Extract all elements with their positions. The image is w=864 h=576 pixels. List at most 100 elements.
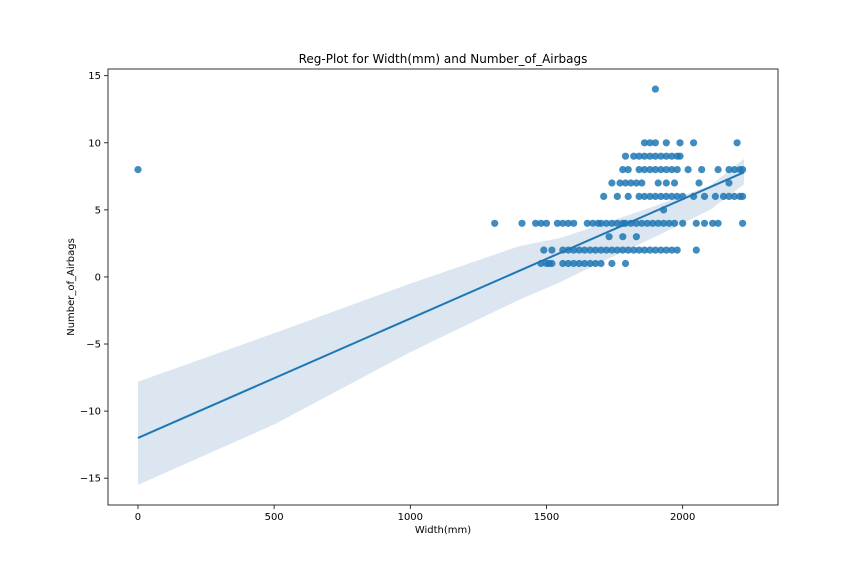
scatter-point — [676, 139, 684, 147]
scatter-point — [586, 259, 594, 268]
scatter-point — [621, 152, 630, 160]
regression-line — [137, 171, 745, 439]
scatter-point — [613, 246, 621, 254]
chart-title: Reg-Plot for Width(mm) and Number_of_Air… — [299, 52, 588, 66]
scatter-point — [651, 166, 660, 174]
scatter-point — [739, 219, 747, 227]
scatter-point — [640, 166, 649, 174]
scatter-point — [714, 219, 722, 227]
scatter-point — [621, 179, 630, 187]
scatter-point — [597, 259, 605, 268]
scatter-point — [646, 246, 654, 254]
scatter-point — [570, 219, 578, 227]
scatter-point — [684, 166, 692, 174]
scatter-point — [730, 166, 739, 174]
scatter-point — [537, 219, 545, 227]
x-axis-ticks: 0 500 1000 1500 2000 — [135, 505, 695, 523]
scatter-point — [646, 139, 654, 147]
scatter-point — [668, 152, 676, 160]
scatter-point — [575, 259, 583, 268]
scatter-point — [548, 246, 556, 254]
scatter-point — [692, 246, 700, 254]
x-tick-label: 0 — [135, 512, 141, 523]
scatter-point — [553, 219, 562, 227]
scatter-points — [134, 85, 747, 268]
scatter-point — [134, 166, 142, 174]
scatter-point — [564, 259, 572, 268]
scatter-point — [608, 179, 616, 187]
scatter-point — [619, 166, 627, 174]
scatter-point — [695, 179, 703, 187]
scatter-point — [591, 246, 600, 254]
scatter-point — [630, 246, 638, 254]
scatter-point — [619, 233, 627, 241]
scatter-point — [651, 85, 660, 93]
scatter-point — [711, 192, 720, 200]
y-tick-label: −5 — [86, 340, 101, 351]
scatter-point — [676, 152, 684, 160]
y-tick-label: 15 — [88, 71, 101, 82]
scatter-point — [608, 219, 616, 227]
scatter-point — [491, 219, 499, 227]
scatter-point — [670, 179, 679, 187]
scatter-point — [692, 219, 700, 227]
scatter-point — [668, 246, 676, 254]
scatter-point — [608, 259, 616, 268]
scatter-point — [657, 246, 665, 254]
scatter-point — [725, 166, 733, 174]
x-tick-label: 1000 — [398, 512, 423, 523]
y-tick-label: −10 — [80, 407, 101, 418]
scatter-point — [733, 139, 741, 147]
scatter-point — [700, 219, 709, 227]
scatter-point — [616, 179, 624, 187]
y-tick-label: 10 — [88, 138, 101, 149]
x-tick-label: 1500 — [534, 512, 559, 523]
scatter-point — [635, 192, 643, 200]
scatter-point — [559, 219, 567, 227]
scatter-point — [581, 259, 589, 268]
x-tick-label: 2000 — [670, 512, 695, 523]
scatter-point — [640, 192, 649, 200]
scatter-point — [624, 192, 632, 200]
confidence-band-area — [138, 158, 744, 485]
y-tick-label: 0 — [95, 272, 101, 283]
scatter-point — [597, 219, 605, 227]
scatter-point — [654, 219, 662, 227]
scatter-point — [646, 166, 654, 174]
scatter-point — [662, 139, 670, 147]
scatter-point — [540, 246, 548, 254]
scatter-point — [673, 192, 681, 200]
scatter-point — [600, 192, 608, 200]
scatter-point — [638, 179, 646, 187]
scatter-point — [518, 219, 526, 227]
scatter-point — [719, 192, 728, 200]
scatter-point — [602, 246, 611, 254]
scatter-point — [559, 259, 567, 268]
scatter-point — [668, 192, 676, 200]
scatter-point — [575, 246, 583, 254]
scatter-point — [651, 139, 660, 147]
x-tick-label: 500 — [265, 512, 284, 523]
scatter-point — [657, 166, 665, 174]
scatter-point — [627, 179, 635, 187]
y-axis-label: Number_of_Airbags — [66, 238, 77, 336]
scatter-point — [602, 219, 611, 227]
scatter-point — [730, 192, 739, 200]
scatter-point — [597, 246, 605, 254]
scatter-point — [657, 152, 665, 160]
scatter-point — [668, 166, 676, 174]
scatter-point — [651, 152, 660, 160]
scatter-point — [662, 152, 670, 160]
scatter-point — [646, 152, 654, 160]
scatter-point — [624, 246, 632, 254]
scatter-point — [700, 192, 709, 200]
y-axis-ticks: −15 −10 −5 0 5 10 15 — [80, 71, 108, 485]
scatter-point — [660, 219, 668, 227]
scatter-point — [632, 179, 641, 187]
scatter-point — [698, 166, 706, 174]
scatter-point — [630, 152, 638, 160]
scatter-point — [739, 192, 747, 200]
scatter-point — [635, 152, 643, 160]
scatter-point — [632, 233, 641, 241]
